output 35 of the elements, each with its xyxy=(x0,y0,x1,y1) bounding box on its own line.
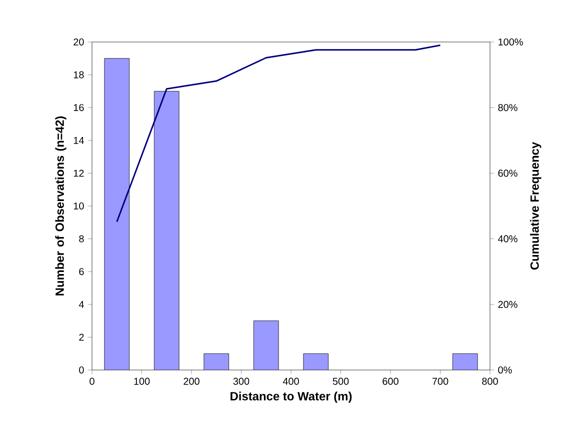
y2-tick-label: 60% xyxy=(498,170,518,177)
y-tick-label: 16 xyxy=(74,104,84,112)
y-axis-title: Number of Observations (n=42) xyxy=(55,116,66,296)
y-tick-label: 14 xyxy=(74,136,84,144)
x-tick-label: 800 xyxy=(482,378,498,385)
y2-tick-label: 20% xyxy=(498,300,518,308)
x-tick-label: 0 xyxy=(90,378,94,385)
y2-axis-title: Cumulative Frequency xyxy=(530,142,542,270)
bar xyxy=(254,320,279,370)
bar xyxy=(303,354,328,370)
y-tick-label: 2 xyxy=(79,334,84,341)
y2-tick-label: 0% xyxy=(498,366,512,374)
y2-tick-label: 100% xyxy=(498,38,523,46)
y2-tick-label: 80% xyxy=(498,104,518,112)
x-tick-label: 200 xyxy=(184,378,200,385)
y2-tick-label: 40% xyxy=(498,235,518,242)
bar xyxy=(154,91,180,370)
x-tick-label: 600 xyxy=(382,378,398,385)
x-tick-label: 500 xyxy=(332,378,349,385)
bar xyxy=(452,353,478,370)
y-tick-label: 20 xyxy=(74,38,84,46)
bar xyxy=(104,58,130,370)
x-axis-title: Distance to Water (m) xyxy=(230,392,352,403)
y-tick-label: 12 xyxy=(74,170,84,177)
y-tick-label: 18 xyxy=(74,71,84,78)
x-tick-label: 400 xyxy=(282,378,299,385)
x-tick-label: 100 xyxy=(134,378,150,385)
y-tick-label: 10 xyxy=(74,202,84,210)
x-tick-label: 300 xyxy=(233,378,250,385)
y-tick-label: 4 xyxy=(78,300,84,308)
bar xyxy=(204,354,229,370)
x-tick-label: 700 xyxy=(432,378,448,385)
y-tick-label: 6 xyxy=(79,268,84,276)
y-tick-label: 8 xyxy=(79,235,84,242)
y-tick-label: 0 xyxy=(79,366,84,374)
